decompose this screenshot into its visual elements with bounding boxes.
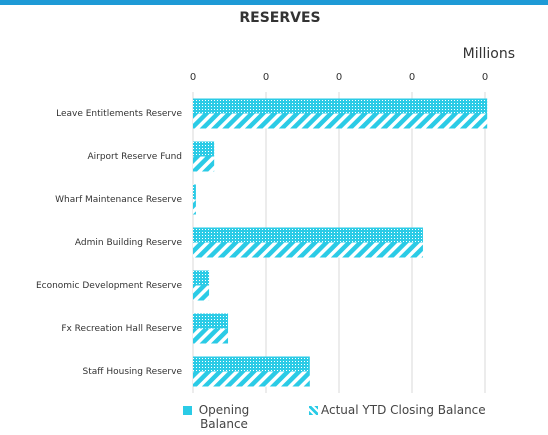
y-tick-label: Leave Entitlements Reserve xyxy=(56,109,182,119)
x-tick-label: 0 xyxy=(482,72,488,83)
bar xyxy=(193,270,210,286)
y-tick-label: Wharf Maintenance Reserve xyxy=(55,195,182,205)
chart-title: RESERVES xyxy=(239,10,320,26)
bar xyxy=(193,285,210,301)
legend-swatch xyxy=(183,406,192,415)
x-tick-label: 0 xyxy=(336,72,342,83)
x-tick-label: 0 xyxy=(263,72,269,83)
legend-label: Opening Balance xyxy=(198,403,250,431)
bar xyxy=(193,242,423,258)
legend-item: Opening Balance xyxy=(183,403,253,431)
bar xyxy=(193,113,488,129)
legend-item: Actual YTD Closing Balance xyxy=(309,403,509,417)
bar xyxy=(193,156,215,172)
legend-swatch xyxy=(309,406,318,415)
bar xyxy=(193,328,229,344)
y-tick-label: Airport Reserve Fund xyxy=(87,152,182,162)
x-tick-label: 0 xyxy=(409,72,415,83)
bar xyxy=(193,184,196,200)
y-tick-label: Fx Recreation Hall Reserve xyxy=(61,324,182,334)
bar xyxy=(193,141,215,157)
top-strip xyxy=(0,0,548,5)
bar xyxy=(193,199,196,215)
x-tick-label: 0 xyxy=(190,72,196,83)
bar xyxy=(193,98,488,114)
legend-label: Actual YTD Closing Balance xyxy=(321,403,486,417)
y-tick-label: Staff Housing Reserve xyxy=(83,367,183,377)
bar xyxy=(193,313,229,329)
unit-label: Millions xyxy=(463,46,515,62)
bar xyxy=(193,371,310,387)
y-tick-label: Admin Building Reserve xyxy=(75,238,183,248)
bar xyxy=(193,356,310,372)
y-tick-label: Economic Development Reserve xyxy=(36,281,183,291)
bar xyxy=(193,227,423,243)
